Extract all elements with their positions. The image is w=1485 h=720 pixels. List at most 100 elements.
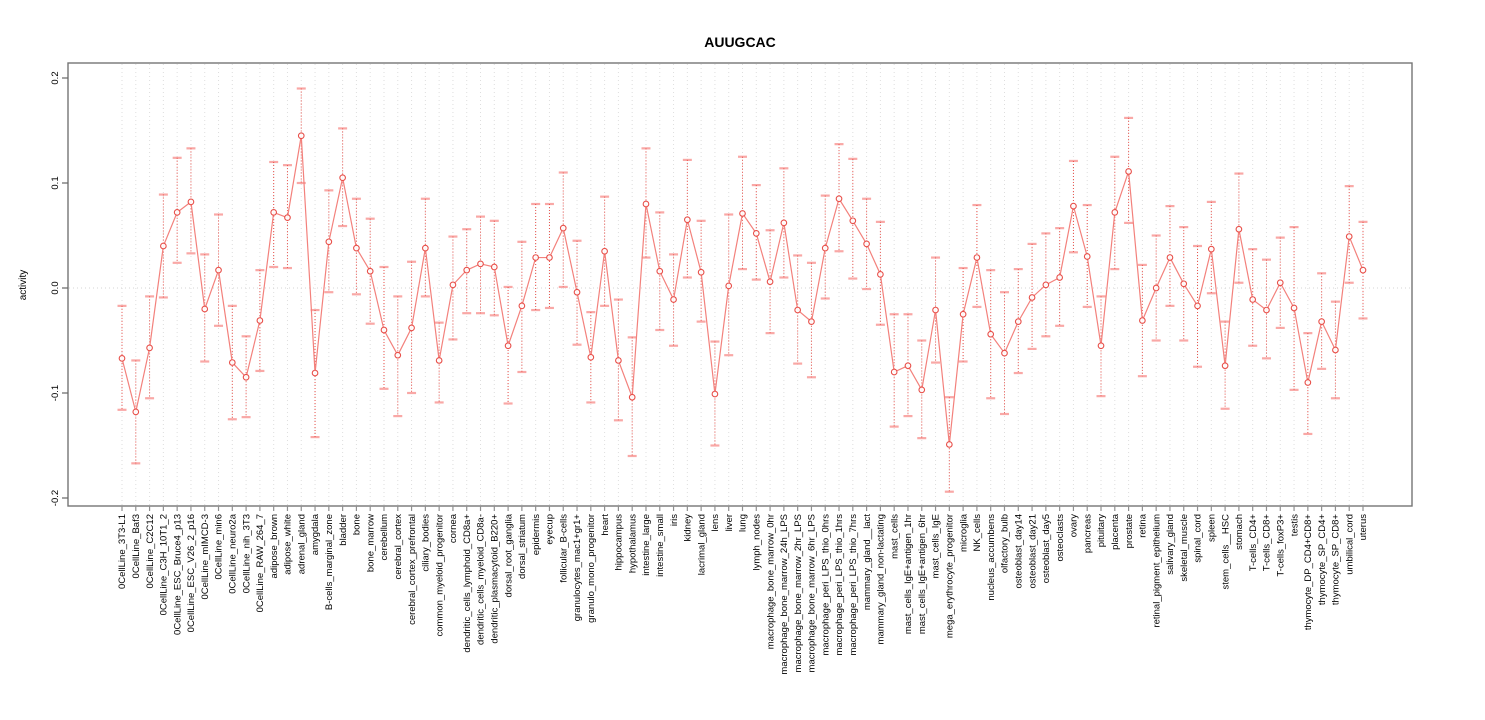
x-tick-label: kidney bbox=[683, 514, 694, 542]
x-tick-label: microglia bbox=[958, 513, 969, 552]
x-tick-label: osteoblast_day5 bbox=[1041, 514, 1052, 583]
x-tick-label: dendritic_plasmacytoid_B220+ bbox=[490, 514, 501, 644]
data-point bbox=[849, 217, 857, 225]
series-polyline bbox=[121, 135, 1364, 445]
data-point bbox=[1318, 318, 1325, 325]
data-point bbox=[752, 230, 760, 237]
x-tick-label: granulo_mono_progenitor bbox=[586, 514, 597, 623]
data-point bbox=[1014, 318, 1022, 325]
data-point bbox=[945, 441, 953, 448]
data-point bbox=[1166, 254, 1174, 261]
data-point bbox=[1056, 274, 1063, 281]
x-tick-label: mast_cells_IgE bbox=[931, 514, 942, 578]
data-point bbox=[1111, 209, 1119, 216]
data-point bbox=[477, 260, 484, 268]
data-point bbox=[353, 244, 360, 252]
data-point bbox=[270, 209, 278, 216]
data-point bbox=[380, 326, 388, 334]
x-tick-label: B-cells_marginal_zone bbox=[324, 514, 335, 610]
data-point bbox=[739, 210, 746, 217]
x-tick-label: intestine_large bbox=[641, 514, 652, 576]
x-tick-label: thymocyte_DP_CD4+CD8+ bbox=[1303, 514, 1314, 631]
data-point bbox=[973, 254, 981, 261]
data-point bbox=[821, 244, 829, 252]
x-tick-label: spinal_cord bbox=[1193, 514, 1204, 563]
x-tick-label: mammary_gland__lact bbox=[862, 514, 873, 610]
data-point bbox=[615, 357, 622, 364]
data-point bbox=[256, 317, 264, 324]
x-tick-label: pituitary bbox=[1096, 514, 1107, 548]
y-tick-label: 0.0 bbox=[50, 281, 61, 294]
data-point bbox=[1235, 225, 1243, 233]
x-tick-label: liver bbox=[724, 514, 735, 531]
x-tick-label: T-cells_foxP3+ bbox=[1275, 514, 1286, 577]
data-point bbox=[1304, 379, 1312, 386]
x-tick-label: hypothalamus bbox=[627, 514, 638, 573]
data-point bbox=[670, 296, 677, 303]
x-tick-label: 0CellLine_RAW_264_7 bbox=[255, 514, 266, 612]
x-tick-label: epidermis bbox=[531, 514, 542, 555]
data-point bbox=[146, 344, 153, 352]
data-point bbox=[504, 342, 512, 350]
x-tick-label: prostate bbox=[1124, 514, 1135, 548]
data-point bbox=[1125, 168, 1132, 175]
x-tick-label: 0CellLine_min6 bbox=[214, 514, 225, 579]
x-tick-label: macrophage_peri_LPS_thio_7hrs bbox=[848, 514, 859, 656]
data-point bbox=[794, 306, 802, 314]
data-point bbox=[1194, 302, 1201, 310]
data-point bbox=[311, 369, 319, 377]
x-tick-label: bone bbox=[352, 514, 363, 535]
x-tick-label: thymocyte_SP_CD4+ bbox=[1317, 514, 1328, 606]
x-tick-label: lacrimal_gland bbox=[696, 514, 707, 575]
data-point bbox=[215, 266, 222, 274]
data-point bbox=[546, 254, 553, 261]
x-tick-label: mast_cells bbox=[889, 514, 900, 559]
x-tick-label: salivary_gland bbox=[1165, 514, 1176, 575]
data-point bbox=[173, 209, 181, 216]
data-point bbox=[1345, 233, 1353, 240]
data-point bbox=[1001, 349, 1008, 357]
x-tick-label: macrophage_bone_marrow_0hr bbox=[765, 514, 776, 649]
x-tick-label: lymph_nodes bbox=[751, 514, 762, 571]
data-point bbox=[987, 330, 995, 338]
x-tick-label: adipose_brown bbox=[269, 514, 280, 578]
x-tick-label: retina bbox=[1138, 513, 1149, 537]
y-axis-label: activity bbox=[18, 270, 29, 301]
x-tick-label: olfactory_bulb bbox=[1000, 514, 1011, 573]
data-point bbox=[725, 282, 733, 290]
data-point bbox=[808, 318, 815, 325]
x-tick-label: bladder bbox=[338, 514, 349, 546]
data-point bbox=[518, 302, 526, 310]
data-point bbox=[587, 353, 595, 361]
x-tick-label: osteoblast_day21 bbox=[1027, 514, 1038, 588]
data-point bbox=[766, 278, 774, 286]
data-point bbox=[656, 267, 664, 275]
data-point bbox=[1028, 294, 1036, 301]
x-tick-label: skeletal_muscle bbox=[1179, 514, 1190, 582]
data-point bbox=[932, 306, 939, 314]
data-point bbox=[835, 195, 843, 203]
y-tick-label: 0.1 bbox=[50, 176, 61, 189]
data-point bbox=[366, 267, 374, 275]
x-tick-label: dorsal_striatum bbox=[517, 514, 528, 579]
x-tick-label: bone_marrow bbox=[365, 514, 376, 572]
data-point bbox=[1263, 306, 1270, 314]
x-tick-label: NK_cells bbox=[972, 514, 983, 552]
data-point bbox=[863, 240, 870, 248]
x-tick-label: ciliary_bodies bbox=[421, 514, 432, 572]
x-tick-label: dendritic_cells_myeloid_CD8a- bbox=[476, 514, 487, 645]
x-tick-label: macrophage_bone_marrow_24h_LPS bbox=[779, 514, 790, 675]
data-point bbox=[642, 200, 650, 208]
data-point bbox=[339, 174, 346, 182]
data-point bbox=[187, 198, 195, 206]
data-point bbox=[242, 373, 250, 381]
chart-title: AUUGCAC bbox=[704, 34, 776, 50]
x-axis: 0CellLine_3T3-L1 0CellLine_Baf3 0CellLine_… bbox=[117, 506, 1369, 675]
data-point bbox=[573, 288, 581, 296]
x-tick-label: 0CellLine_nih_3T3 bbox=[241, 514, 252, 593]
x-tick-label: macrophage_bone_marrow_6hr_LPS bbox=[807, 514, 818, 672]
x-tick-label: mammary_gland_non-lactating bbox=[876, 514, 887, 644]
data-point bbox=[449, 281, 457, 289]
x-tick-label: mega_erythrocyte_progenitor bbox=[945, 514, 956, 638]
x-tick-label: umbilical_cord bbox=[1344, 514, 1355, 575]
